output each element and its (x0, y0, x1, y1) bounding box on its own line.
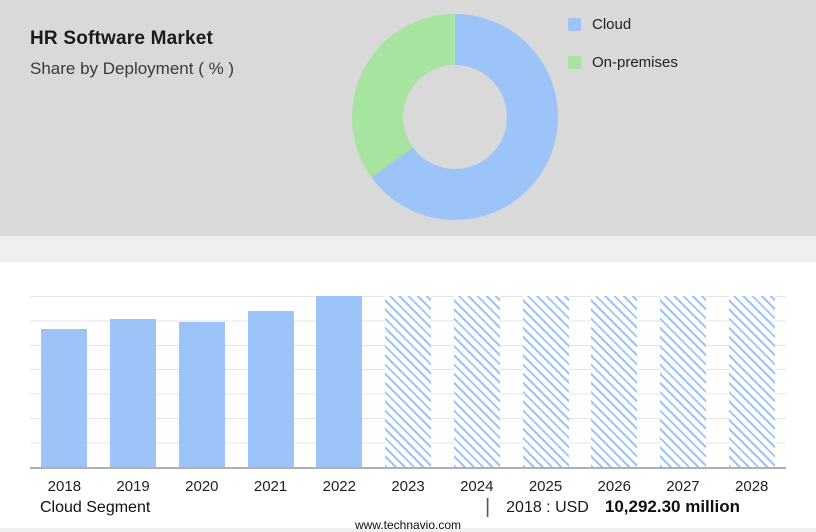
legend-swatch (568, 18, 581, 31)
bar-2026 (591, 296, 638, 467)
bar-2027 (659, 296, 706, 467)
bar-chart-plot (30, 296, 786, 469)
donut-hole (403, 65, 507, 169)
bar-chart-panel: 2018 2019 2020 2021 2022 2023 2024 2025 2026 2027… (0, 262, 816, 532)
website-url: www.technavio.com (354, 518, 462, 532)
legend-swatch (568, 56, 581, 69)
bar-2024 (453, 296, 500, 467)
x-tick-2028: 2028 (735, 478, 769, 495)
bar-2025 (522, 296, 569, 467)
legend-label: On-premises (592, 54, 678, 71)
x-tick-2024: 2024 (460, 478, 494, 495)
bar-slot-2022 (305, 296, 374, 467)
bar-slot-2019 (99, 296, 168, 467)
legend-label: Cloud (592, 16, 632, 33)
bar-slot-2018 (30, 296, 99, 467)
bar-2021 (247, 311, 294, 467)
legend-item-cloud: Cloud (568, 16, 678, 33)
title-block: HR Software Market Share by Deployment (… (30, 28, 234, 79)
page-subtitle: Share by Deployment ( % ) (30, 59, 235, 78)
x-labels: 2018 2019 2020 2021 2022 2023 2024 2025 2026 2027… (30, 469, 786, 495)
bar-slot-2025 (511, 296, 580, 467)
bar-slot-2021 (236, 296, 305, 467)
bar-2023 (385, 296, 432, 467)
bar-slot-2023 (374, 296, 443, 467)
bars (30, 296, 786, 467)
bar-2018 (41, 329, 88, 467)
bar-slot-2026 (580, 296, 649, 467)
x-tick-2026: 2026 (597, 478, 631, 495)
info-line: Cloud Segment | 2018 : USD 10,292.30 mil… (40, 495, 740, 518)
divider-bar: | (484, 496, 491, 518)
x-tick-2020: 2020 (185, 478, 219, 495)
donut-chart (352, 14, 558, 220)
bar-slot-2020 (167, 296, 236, 467)
header-panel: HR Software Market Share by Deployment (… (0, 0, 816, 236)
info-value-group: | 2018 : USD 10,292.30 million (485, 495, 740, 518)
value-bold: 10,292.30 million (604, 497, 740, 516)
segment-label: Cloud Segment (40, 499, 151, 516)
bar-slot-2027 (649, 296, 718, 467)
x-tick-2019: 2019 (116, 478, 150, 495)
bar-slot-2024 (442, 296, 511, 467)
bar-2019 (110, 319, 157, 467)
x-tick-2025: 2025 (528, 478, 563, 495)
x-tick-2022: 2022 (322, 478, 356, 495)
bar-slot-2028 (717, 296, 786, 467)
x-tick-2027: 2027 (666, 478, 700, 495)
legend: Cloud On-premises (568, 16, 678, 92)
bar-2020 (178, 321, 225, 467)
legend-item-on-premises: On-premises (568, 54, 678, 71)
x-tick-2021: 2021 (253, 478, 288, 495)
page-title: HR Software Market (30, 28, 214, 49)
bar-2022 (316, 296, 363, 467)
x-tick-2018: 2018 (47, 478, 82, 495)
x-tick-2023: 2023 (391, 478, 425, 495)
bar-2028 (728, 296, 775, 467)
value-prefix: 2018 : USD (506, 499, 589, 516)
